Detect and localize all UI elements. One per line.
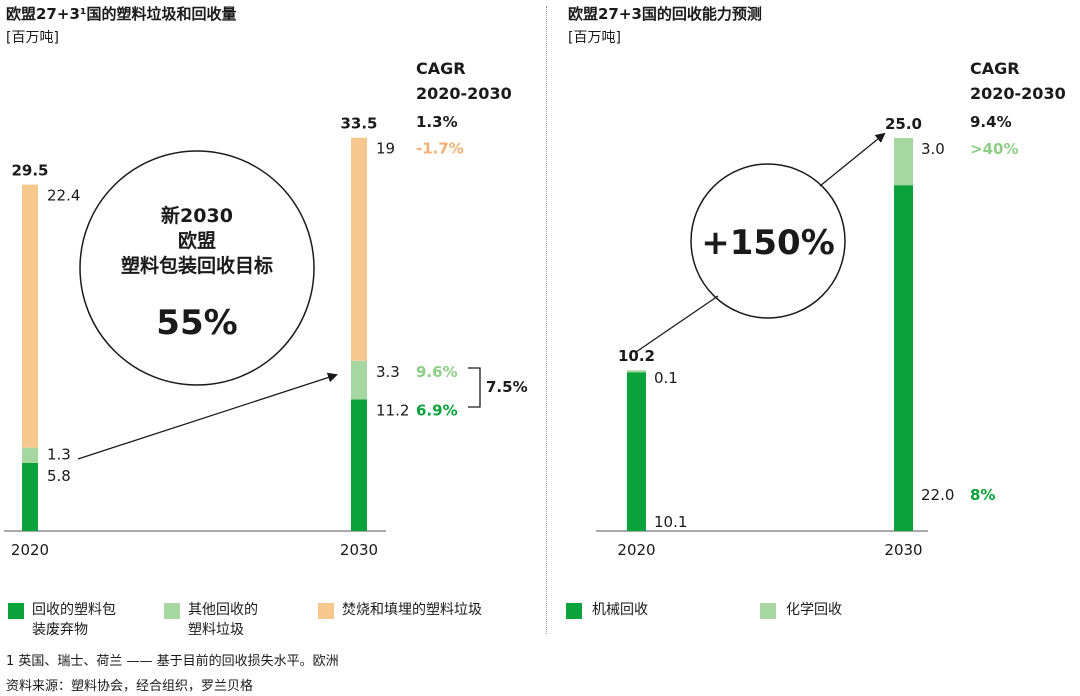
legend-line: 其他回收的 [188,602,258,618]
bar-segment [351,360,367,400]
bar-segment [627,372,646,531]
year-label: 2030 [884,541,922,559]
capacity-growth-value: +150% [701,223,835,263]
cagr-period: 2020-2030 [416,84,512,103]
legend-line: 焚烧和填埋的塑料垃圾 [342,602,482,618]
value-label: 0.1 [654,369,678,387]
recycling-target-circle [79,150,315,386]
year-label: 2020 [617,541,655,559]
legend-line: 装废弃物 [32,622,88,638]
source-note: 资料来源：塑料协会，经合组织，罗兰贝格 [6,679,254,694]
combined-recycling-cagr: 7.5% [486,378,528,396]
bar-segment [22,462,38,531]
cagr-bracket [468,367,481,408]
cagr-label: CAGR [970,59,1020,78]
left-unit-label: [百万吨] [6,30,59,46]
circle-line-2: 欧盟 [178,229,216,252]
legend-swatch-other-recycled [164,603,180,619]
left-cagr-header: CAGR 2020-2030 [416,56,512,106]
legend-swatch-mechanical [566,603,582,619]
bar-segment [894,138,913,186]
cagr-value-label: >40% [970,140,1018,158]
right-chart-title: 欧盟27+3国的回收能力预测 [568,5,762,23]
circle-line-3: 塑料包装回收目标 [121,254,273,277]
value-label: 3.0 [921,140,945,158]
value-label: 3.3 [376,363,400,381]
bar-segment [351,399,367,531]
cagr-period: 2020-2030 [970,84,1066,103]
legend-mechanical: 机械回收 [592,600,648,620]
legend-line: 塑料垃圾 [188,622,244,638]
capacity-growth-circle [690,163,846,319]
legend-swatch-incinerated [318,603,334,619]
charts-canvas: 新2030 欧盟 塑料包装回收目标 55% 7.5% +150% 5.8 1.3 2… [4,113,1018,559]
cagr-value-label: 8% [970,486,995,504]
legend-line: 回收的塑料包 [32,602,116,618]
total-cagr-label: 9.4% [970,113,1012,131]
right-unit-label: [百万吨] [568,30,621,46]
value-label: 22.4 [47,187,80,205]
total-label: 25.0 [885,115,922,133]
circle-line-1: 新2030 [161,204,233,227]
cagr-value-label: -1.7% [416,140,464,158]
total-label: 10.2 [618,347,655,365]
footnote: 1 英国、瑞士、荷兰 —— 基于目前的回收损失水平。欧洲 [6,654,339,669]
cagr-value-label: 9.6% [416,363,458,381]
total-cagr-label: 1.3% [416,113,458,131]
value-label: 10.1 [654,513,687,531]
year-label: 2030 [340,541,378,559]
bar-segment [22,184,38,448]
cagr-value-label: 6.9% [416,402,458,420]
value-label: 19 [376,140,395,158]
legend-recycled-packaging: 回收的塑料包 装废弃物 [32,600,116,640]
cagr-label: CAGR [416,59,466,78]
legend-swatch-recycled-packaging [8,603,24,619]
value-label: 22.0 [921,486,954,504]
total-label: 29.5 [11,162,48,180]
right-cagr-header: CAGR 2020-2030 [970,56,1066,106]
panel-divider [546,6,547,634]
bar-segment [894,185,913,531]
legend-incinerated: 焚烧和填埋的塑料垃圾 [342,600,482,620]
legend-other-recycled: 其他回收的 塑料垃圾 [188,600,258,640]
circle-target-value: 55% [156,303,237,343]
value-label: 1.3 [47,446,71,464]
growth-arrow [77,372,338,460]
total-label: 33.5 [340,115,377,133]
value-label: 5.8 [47,467,71,485]
bar-segment [351,137,367,361]
bar-segment [627,370,646,373]
left-chart-title: 欧盟27+3¹国的塑料垃圾和回收量 [6,5,237,23]
value-label: 11.2 [376,402,409,420]
legend-swatch-chemical [760,603,776,619]
bar-segment [22,447,38,463]
legend-line: 化学回收 [786,602,842,618]
year-label: 2020 [11,541,49,559]
legend-chemical: 化学回收 [786,600,842,620]
legend-line: 机械回收 [592,602,648,618]
growth-arrow-lower [635,295,719,353]
growth-arrow-upper [819,132,886,187]
